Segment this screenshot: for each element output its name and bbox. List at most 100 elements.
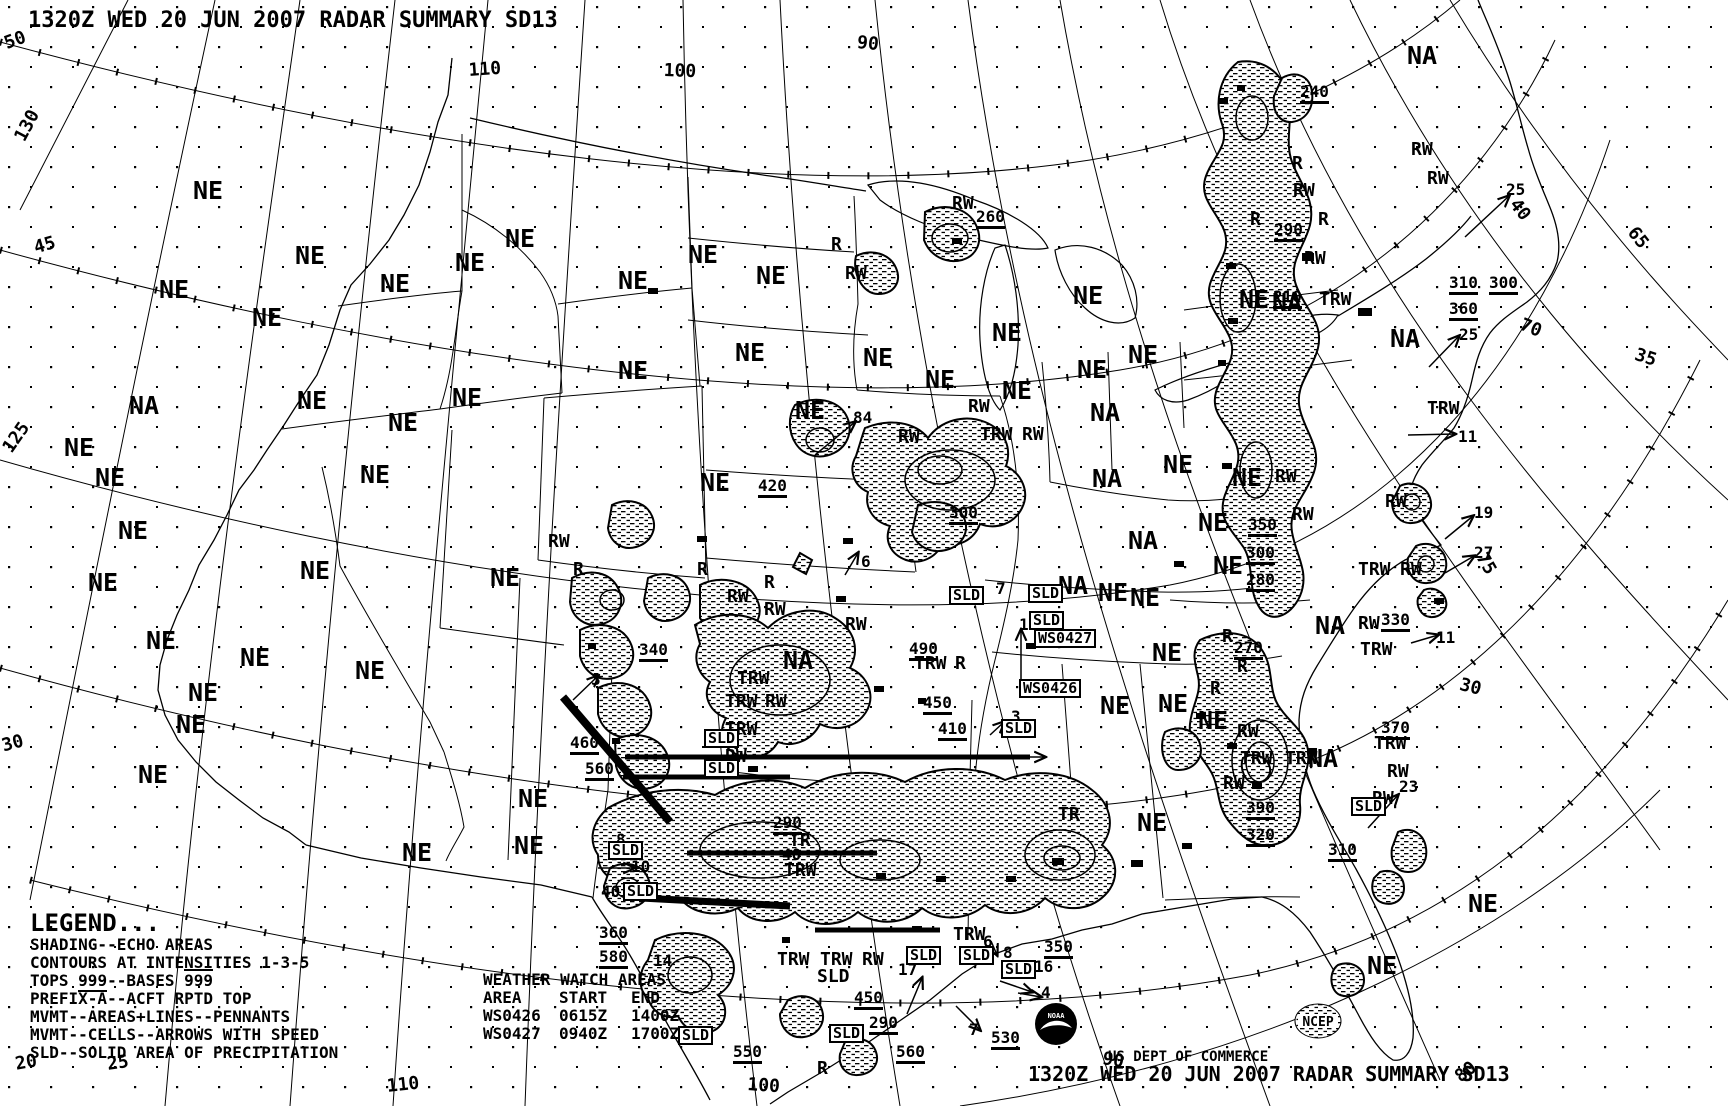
storm-cell (1358, 308, 1372, 316)
region-status-label: NE (1198, 508, 1229, 537)
region-status-label: NE (1130, 583, 1161, 612)
region-status-label: NE (1163, 450, 1194, 479)
sld-box-label: SLD (1001, 719, 1037, 738)
region-status-label: NE (452, 383, 483, 412)
sld-box-label: SLD (608, 841, 644, 860)
region-status-label: NE (64, 433, 95, 462)
cell-speed-label: 10 (631, 857, 651, 876)
movement-arrow (1464, 196, 1509, 238)
region-status-label: NE (795, 396, 826, 425)
precip-type-label: R (817, 1058, 828, 1079)
precip-type-label: R (1292, 153, 1303, 174)
precip-type-label: RW (1387, 761, 1409, 782)
cell-speed-label: 40 (601, 882, 621, 901)
cell-speed-label: 3 (1011, 707, 1021, 726)
region-status-label: NE (490, 563, 521, 592)
storm-cell (1218, 360, 1226, 366)
region-status-label: NE (735, 338, 766, 367)
precip-type-label: RW (1022, 424, 1044, 445)
region-status-label: NE (1002, 376, 1033, 405)
cell-speed-label: 4 (1041, 983, 1051, 1002)
movement-arrow (1444, 556, 1474, 574)
precip-type-label: TR (789, 830, 811, 851)
legend-line-tops: TOPS 999--BASES 999 (30, 969, 214, 992)
precip-type-label: TRW (1240, 748, 1273, 769)
region-status-label: NE (118, 516, 149, 545)
region-status-label: NA (1092, 464, 1123, 493)
region-status-label: NE (1198, 706, 1229, 735)
precip-type-label: TR (1058, 804, 1080, 825)
precip-type-label: RW (1400, 559, 1422, 580)
echo-top-label: 240 (1300, 84, 1329, 104)
region-status-label: NA (1308, 744, 1339, 773)
region-status-label: NE (252, 303, 283, 332)
echo-top-label: 210 (1273, 289, 1302, 309)
intensity-contours (599, 95, 1435, 994)
legend-line: SLD--SOLID AREA OF PRECIPITATION (30, 1043, 339, 1062)
region-status-label: NE (1152, 638, 1183, 667)
region-status-label: NA (1315, 611, 1346, 640)
storm-cell (1218, 98, 1228, 104)
echo-top-label: 360 (599, 925, 628, 945)
movement-arrow (906, 978, 922, 1015)
storm-cell (1131, 860, 1143, 867)
region-status-label: NE (146, 626, 177, 655)
cell-speed-label: 17 (898, 960, 918, 979)
precip-type-label: RW (862, 949, 884, 970)
region-status-label: NE (402, 838, 433, 867)
storm-cell (1174, 561, 1184, 567)
sld-box-label: SLD (906, 946, 942, 965)
cell-speed-label: 7 (996, 579, 1006, 598)
sld-box-label: SLD (623, 882, 659, 901)
precip-type-label: RW (1411, 139, 1433, 160)
precip-type-label: RW (1237, 721, 1259, 742)
storm-cell (952, 238, 962, 244)
precip-type-label: R (697, 559, 708, 580)
echo-top-label: 490 (909, 641, 938, 661)
region-status-label: NA (783, 646, 814, 675)
precip-type-label: TRW (784, 860, 817, 881)
precip-type-label: SLD (817, 966, 850, 987)
region-status-label: NE (240, 643, 271, 672)
echo-top-label: 280 (1246, 572, 1275, 592)
storm-cell (1228, 318, 1238, 324)
echo-top-label: 450 (923, 695, 952, 715)
echo-top-label: 310 (1328, 842, 1357, 862)
ncep-logo-text: NCEP (1302, 1015, 1333, 1030)
region-status-label: NA (1390, 324, 1421, 353)
storm-cell (648, 288, 658, 294)
region-status-label: NE (138, 760, 169, 789)
region-status-label: NE (1213, 551, 1244, 580)
region-status-label: NE (455, 248, 486, 277)
ncep-logo: NCEP (1294, 1003, 1342, 1039)
precip-type-label: RW (1223, 773, 1245, 794)
echo-top-label: 340 (639, 642, 668, 662)
precip-type-label: TRW (1319, 289, 1352, 310)
storm-cell (1026, 643, 1036, 649)
storm-cell (782, 937, 790, 943)
echo-top-label: 560 (585, 761, 614, 781)
echo-top-label: 460 (570, 735, 599, 755)
echo-top-label: 300 (1489, 275, 1518, 295)
watch-id-box-label: WS0427 (1034, 629, 1097, 648)
storm-cell (1052, 858, 1064, 865)
region-status-label: NE (1468, 889, 1499, 918)
precip-type-label: R (1222, 626, 1233, 647)
precip-type-label: TRW (1360, 639, 1393, 660)
region-status-label: NE (188, 678, 219, 707)
echo-top-label: 360 (1449, 301, 1478, 321)
graticule-label: 70 (1516, 314, 1545, 342)
region-status-label: NE (300, 556, 331, 585)
precip-type-label: R (955, 653, 966, 674)
region-status-label: NE (618, 266, 649, 295)
storm-cell (588, 643, 596, 649)
echo-top-label: 270 (1234, 640, 1263, 660)
region-status-label: NE (514, 831, 545, 860)
echo-top-label: 420 (758, 478, 787, 498)
region-status-label: NE (518, 784, 549, 813)
storm-cell (748, 766, 758, 772)
echo-top-label: 350 (1044, 939, 1073, 959)
legend-line: SHADING--ECHO AREAS (30, 935, 214, 954)
precip-type-label: RW (845, 614, 867, 635)
